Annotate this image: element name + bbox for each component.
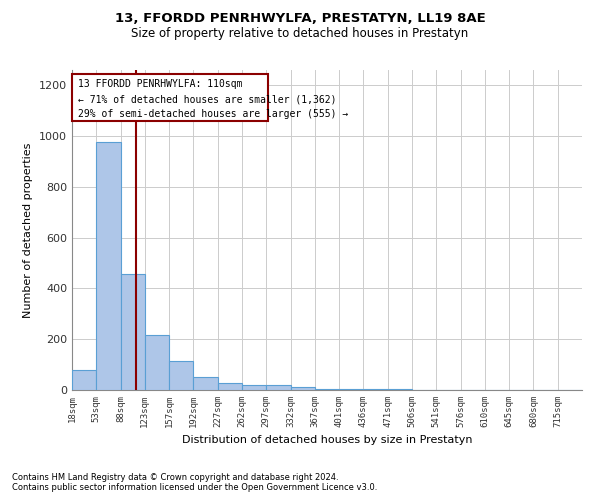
- Text: Contains HM Land Registry data © Crown copyright and database right 2024.: Contains HM Land Registry data © Crown c…: [12, 474, 338, 482]
- FancyBboxPatch shape: [72, 74, 268, 121]
- Bar: [339, 389, 364, 390]
- Text: Contains public sector information licensed under the Open Government Licence v3: Contains public sector information licen…: [12, 484, 377, 492]
- Text: Size of property relative to detached houses in Prestatyn: Size of property relative to detached ho…: [131, 28, 469, 40]
- Text: 13, FFORDD PENRHWYLFA, PRESTATYN, LL19 8AE: 13, FFORDD PENRHWYLFA, PRESTATYN, LL19 8…: [115, 12, 485, 26]
- X-axis label: Distribution of detached houses by size in Prestatyn: Distribution of detached houses by size …: [182, 436, 472, 446]
- Bar: [193, 378, 218, 390]
- Bar: [218, 383, 242, 390]
- Bar: [290, 388, 315, 390]
- Bar: [72, 370, 96, 390]
- Bar: [121, 274, 145, 390]
- Bar: [242, 385, 266, 390]
- Text: 29% of semi-detached houses are larger (555) →: 29% of semi-detached houses are larger (…: [77, 109, 348, 119]
- Bar: [169, 361, 193, 390]
- Bar: [96, 142, 121, 390]
- Bar: [315, 388, 339, 390]
- Text: 13 FFORDD PENRHWYLFA: 110sqm: 13 FFORDD PENRHWYLFA: 110sqm: [77, 80, 242, 90]
- Bar: [266, 385, 290, 390]
- Text: ← 71% of detached houses are smaller (1,362): ← 71% of detached houses are smaller (1,…: [77, 94, 336, 104]
- Bar: [145, 336, 169, 390]
- Y-axis label: Number of detached properties: Number of detached properties: [23, 142, 34, 318]
